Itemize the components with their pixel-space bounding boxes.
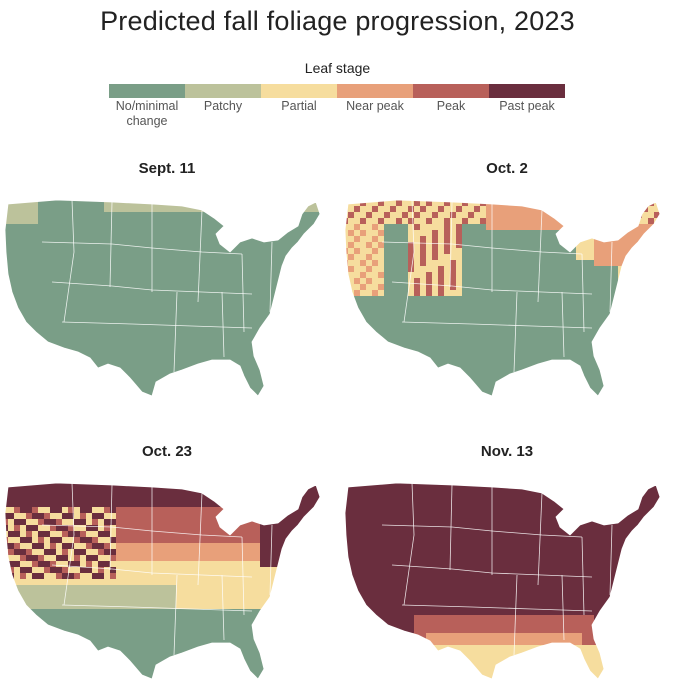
state-borders xyxy=(41,200,273,373)
legend-swatch-past-peak xyxy=(489,84,565,98)
legend-swatch-patchy xyxy=(185,84,261,98)
state-borders xyxy=(381,483,613,656)
chart-title: Predicted fall foliage progression, 2023 xyxy=(100,6,575,36)
legend-label-peak: Peak xyxy=(436,99,466,113)
map-title-sept-11: Sept. 11 xyxy=(138,160,196,177)
legend-swatch-near-peak xyxy=(337,84,413,98)
map-panel-sept-11: Sept. 11 xyxy=(2,160,332,400)
map-title-oct-2: Oct. 2 xyxy=(486,160,528,177)
foliage-cells xyxy=(345,483,660,679)
legend-label-partial: Partial xyxy=(281,99,317,113)
legend-swatch-partial xyxy=(261,84,337,98)
map-panel-oct-23: Oct. 23 xyxy=(2,443,332,683)
state-borders xyxy=(41,483,273,656)
us-map-sept-11 xyxy=(4,199,321,397)
legend-label-near-peak: Near peak xyxy=(346,99,404,113)
map-title-oct-23: Oct. 23 xyxy=(141,443,193,460)
map-panel-oct-2: Oct. 2 xyxy=(342,160,672,400)
legend-labels: No/minimal change Patchy Partial Near pe… xyxy=(109,99,565,129)
legend-label-patchy: Patchy xyxy=(203,99,243,113)
map-title-nov-13: Nov. 13 xyxy=(480,443,534,460)
legend-label-no-change: No/minimal change xyxy=(115,99,179,128)
legend-swatch-no-change xyxy=(109,84,185,98)
legend-title: Leaf stage xyxy=(304,60,371,76)
country-outline xyxy=(4,199,321,397)
legend-swatch-peak xyxy=(413,84,489,98)
country-outline xyxy=(344,199,661,397)
legend-label-past-peak: Past peak xyxy=(499,99,555,113)
us-map-nov-13 xyxy=(344,482,661,680)
state-borders xyxy=(381,200,613,373)
country-outline xyxy=(344,482,661,680)
us-map-oct-23 xyxy=(4,482,321,680)
country-outline xyxy=(4,482,321,680)
us-map-oct-2 xyxy=(344,199,661,397)
map-panel-nov-13: Nov. 13 xyxy=(342,443,672,683)
legend-color-bar xyxy=(109,84,565,98)
